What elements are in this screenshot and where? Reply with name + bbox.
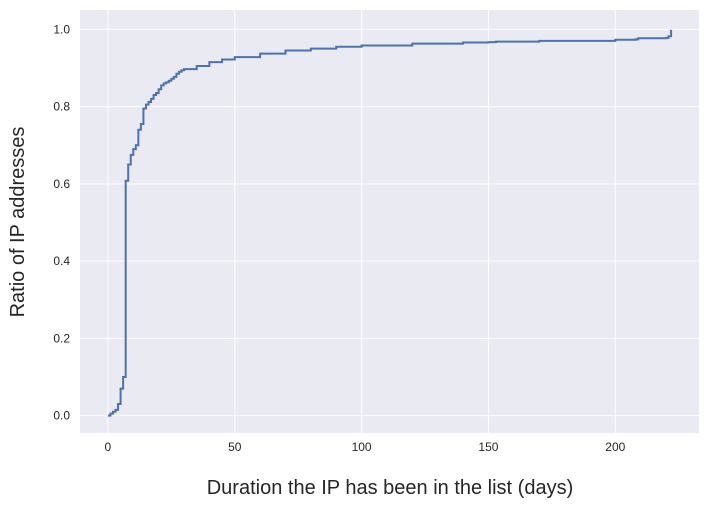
y-tick-label: 0.8 — [53, 100, 70, 114]
grid-lines — [80, 10, 699, 433]
y-tick-label: 1.0 — [53, 22, 70, 36]
y-axis-title: Ratio of IP addresses — [7, 127, 29, 318]
x-tick-label: 100 — [352, 440, 372, 454]
y-tick-label: 0.4 — [53, 254, 70, 268]
x-tick-label: 50 — [228, 440, 242, 454]
x-tick-label: 150 — [478, 440, 498, 454]
x-axis-title: Duration the IP has been in the list (da… — [207, 477, 574, 499]
series-line — [107, 29, 673, 417]
tick-labels: 0 50 100 150 200 0.0 0.2 0.4 0.6 0.8 1.0 — [53, 22, 625, 454]
plot-background — [80, 10, 699, 433]
x-tick-label: 200 — [605, 440, 625, 454]
y-tick-label: 0.2 — [53, 331, 70, 345]
y-tick-label: 0.6 — [53, 177, 70, 191]
x-tick-label: 0 — [105, 440, 112, 454]
y-tick-label: 0.0 — [53, 409, 70, 423]
